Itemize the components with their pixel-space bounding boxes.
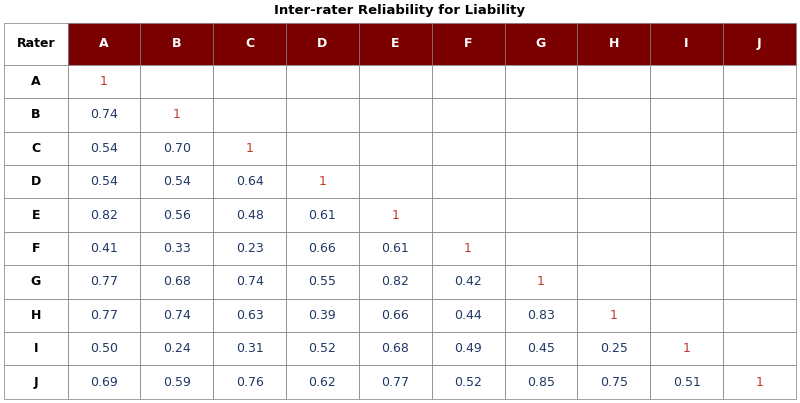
Title: Inter-rater Reliability for Liability: Inter-rater Reliability for Liability	[274, 4, 526, 17]
